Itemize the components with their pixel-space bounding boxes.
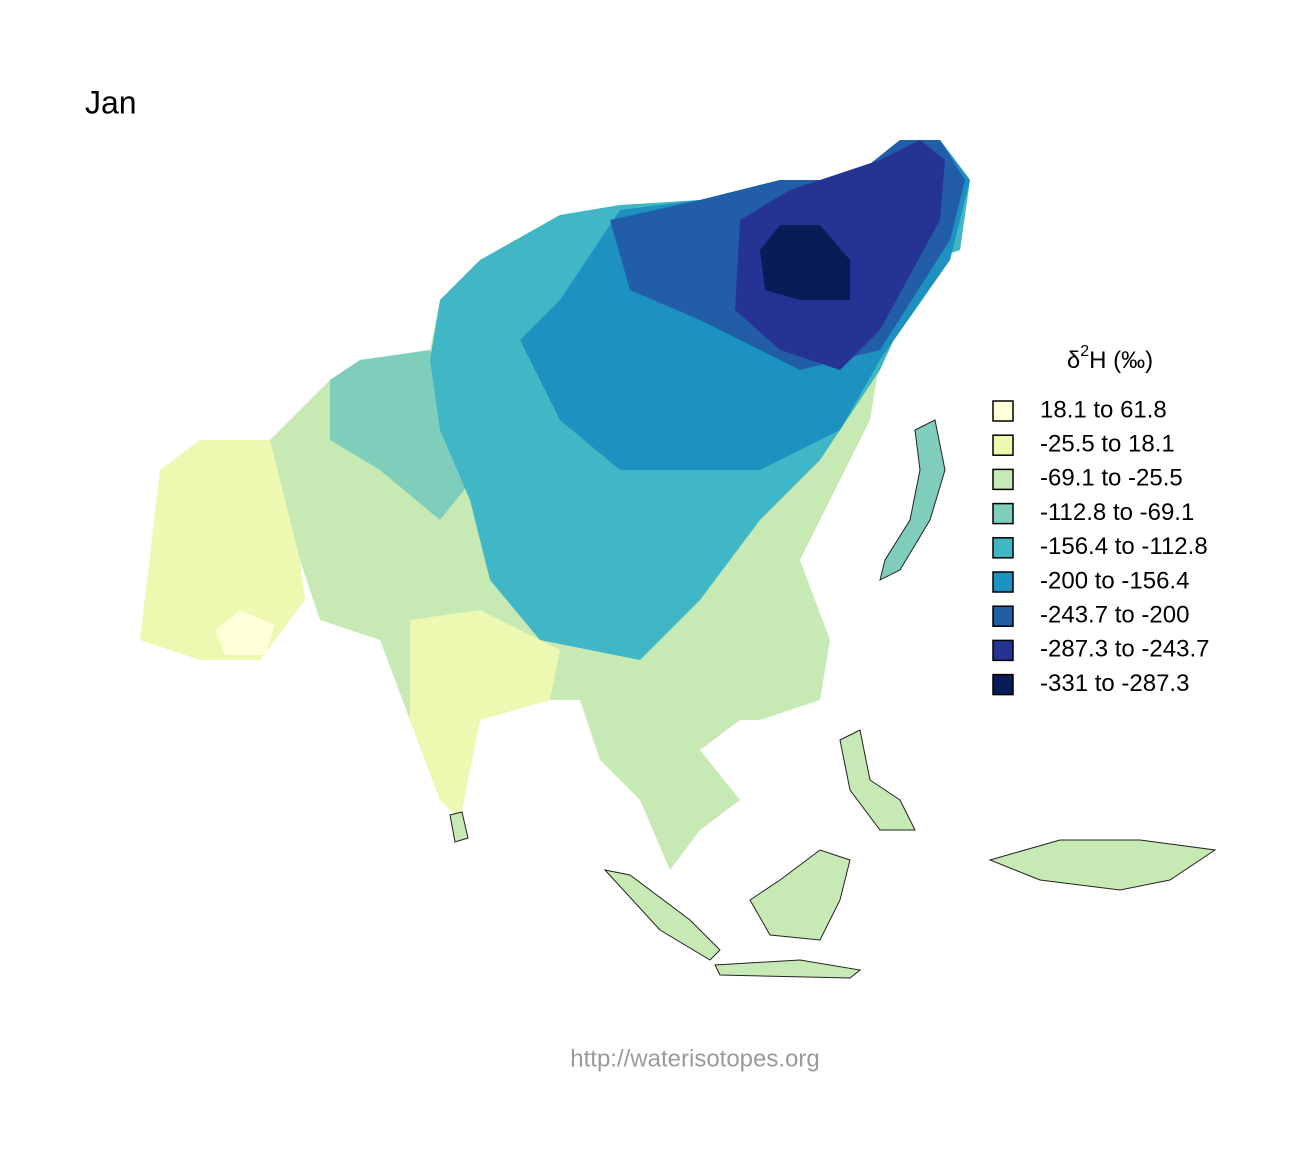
- legend-label: -112.8 to -69.1: [1040, 499, 1194, 526]
- legend-swatch: [992, 537, 1014, 559]
- java: [714, 959, 862, 979]
- legend-swatch: [992, 502, 1014, 525]
- borneo: [749, 849, 851, 941]
- arabia-south: [215, 610, 275, 655]
- legend-label: -243.7 to -200: [1040, 602, 1189, 629]
- footer-url: http://waterisotopes.org: [570, 1045, 819, 1072]
- legend-label: 18.1 to 61.8: [1040, 396, 1167, 423]
- legend-title-text: H (‰): [1089, 347, 1153, 374]
- legend-swatch: [992, 639, 1014, 662]
- legend-swatch: [992, 468, 1014, 491]
- region-331: [760, 225, 850, 300]
- sumatra: [603, 869, 721, 961]
- legend-label: -287.3 to -243.7: [1040, 636, 1209, 663]
- central-asia: [330, 350, 480, 520]
- legend-swatch: [992, 673, 1014, 696]
- legend-swatch: [992, 434, 1014, 456]
- legend-swatch: [992, 605, 1014, 627]
- arabia: [140, 440, 305, 660]
- legend-title-superscript: 2: [1080, 343, 1089, 360]
- philippines: [839, 729, 916, 831]
- new-guinea: [988, 839, 1217, 891]
- india: [410, 610, 560, 820]
- legend-label: -69.1 to -25.5: [1040, 465, 1183, 492]
- legend-label: -331 to -287.3: [1040, 670, 1189, 697]
- legend-swatch: [992, 571, 1014, 593]
- legend-title: δ2H (‰): [1067, 343, 1153, 374]
- legend-label: -200 to -156.4: [1040, 567, 1189, 594]
- sri-lanka: [449, 811, 469, 843]
- legend-title-symbol: δ: [1067, 347, 1080, 374]
- map-title: Jan: [85, 84, 137, 120]
- legend-swatch: [992, 400, 1014, 422]
- map: [140, 140, 1217, 979]
- legend: δ2H (‰) 18.1 to 61.8 -25.5 to 18.1 -69.1 t…: [992, 343, 1209, 697]
- japan: [879, 419, 946, 581]
- legend-label: -156.4 to -112.8: [1040, 533, 1208, 560]
- legend-label: -25.5 to 18.1: [1040, 431, 1175, 458]
